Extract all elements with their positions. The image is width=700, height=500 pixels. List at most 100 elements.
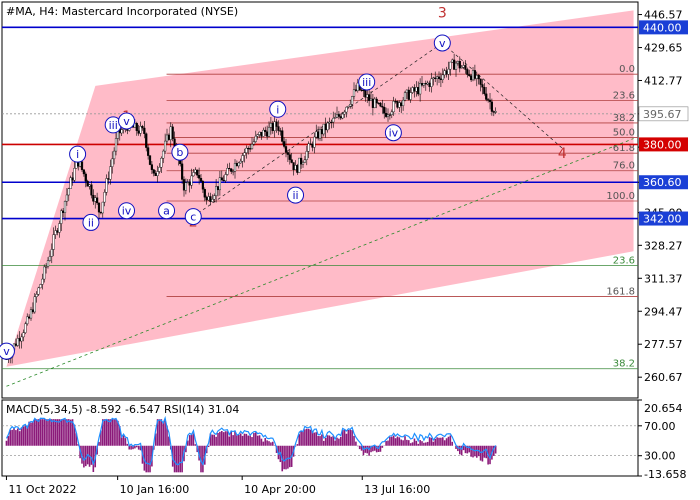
candle-body (454, 62, 458, 70)
candle-body (99, 211, 102, 214)
candle-body (182, 179, 186, 191)
candle-body (402, 99, 405, 106)
candle-body (150, 164, 153, 170)
candle-body (390, 111, 393, 115)
candle-body (29, 309, 33, 319)
candle-body (388, 114, 391, 116)
candle-body (490, 101, 494, 112)
candle-body (96, 197, 99, 204)
candle-body (120, 129, 123, 134)
candle-body (443, 70, 446, 76)
candle-body (296, 165, 299, 173)
price-tag-label: 440.00 (643, 21, 682, 34)
candle-body (97, 202, 101, 213)
candle-body (71, 177, 74, 181)
time-tick-label: 13 Jul 16:00 (364, 483, 430, 496)
price-tag-label: 342.00 (643, 213, 682, 226)
candle-body (415, 87, 418, 92)
candle-body (311, 143, 314, 148)
candle-body (488, 99, 492, 103)
candle-body (383, 107, 386, 114)
candle-body (379, 102, 382, 107)
candle-body (347, 105, 350, 108)
candle-body (82, 169, 85, 175)
wave-label-minor: v (3, 345, 10, 358)
candle-body (48, 256, 51, 261)
candle-body (154, 173, 157, 176)
candle-body (201, 181, 204, 190)
candle-body (241, 155, 244, 162)
candle-body (328, 121, 331, 124)
candle-body (162, 150, 165, 159)
candle-body (215, 186, 218, 196)
candle-body (351, 96, 354, 105)
candle-body (84, 173, 87, 182)
fib-label-upper: 161.8 (606, 287, 635, 298)
price-axis: 446.57429.65412.77395.67378.60360.60345.… (638, 9, 689, 384)
candle-body (207, 196, 210, 201)
candle-body (487, 99, 490, 101)
candle-body (46, 260, 50, 267)
candle-body (63, 201, 67, 213)
candle-body (273, 121, 276, 131)
candle-body (349, 104, 352, 107)
candle-body (65, 194, 68, 202)
indicator-title: MACD(5,34,5) -8.592 -6.547 RSI(14) 31.04 (6, 403, 239, 416)
support-trendline (6, 138, 634, 387)
candle-body (235, 162, 238, 167)
candle-body (143, 127, 146, 134)
candle-body (169, 126, 172, 140)
candle-body (103, 192, 106, 203)
wave-label-circle (433, 34, 451, 52)
fib-label-upper: 23.6 (613, 91, 635, 102)
candle-body (33, 296, 36, 313)
candle-body (411, 87, 414, 93)
candle-body (432, 77, 435, 80)
candle-body (473, 70, 477, 79)
candle-body (305, 151, 308, 160)
horizontal-levels (2, 26, 638, 220)
candle-body (364, 90, 367, 98)
wave-label-circle (184, 208, 202, 226)
candle-body (424, 83, 427, 85)
candle-body (334, 117, 337, 119)
candle-body (345, 106, 348, 113)
candle-body (45, 266, 48, 268)
candle-body (366, 94, 369, 98)
candle-body (324, 123, 327, 131)
price-channel (6, 10, 634, 367)
candle-body (228, 168, 231, 170)
candle-body (267, 127, 271, 137)
candle-body (430, 78, 433, 87)
candle-body (269, 122, 272, 128)
candle-body (86, 180, 89, 187)
candle-body (137, 130, 140, 134)
candle-body (362, 89, 365, 92)
candle-body (31, 309, 34, 313)
fib-label-lower: 38.2 (613, 359, 635, 370)
candle-body (464, 65, 467, 70)
candle-body (377, 102, 380, 104)
candle-body (111, 158, 114, 167)
candle-body (245, 147, 248, 154)
candle-body (386, 114, 390, 117)
wave-label-circle (171, 143, 189, 161)
wave-label-circle (82, 213, 100, 231)
candle-body (354, 89, 357, 91)
wave-label-circle (287, 186, 305, 204)
candle-body (313, 136, 316, 148)
wave-label-minor: b (176, 146, 183, 159)
candle-body (466, 69, 469, 75)
candle-body (284, 146, 288, 153)
wave3-channel-line (193, 42, 443, 217)
candle-body (337, 114, 340, 117)
candle-body (419, 83, 422, 95)
candle-body (213, 195, 216, 200)
candle-body (237, 162, 240, 167)
candle-body (449, 61, 452, 70)
candle-body (283, 141, 286, 147)
candle-body (188, 181, 191, 186)
candle-body (396, 101, 399, 108)
candle-body (218, 177, 221, 191)
candle-body (56, 230, 59, 233)
